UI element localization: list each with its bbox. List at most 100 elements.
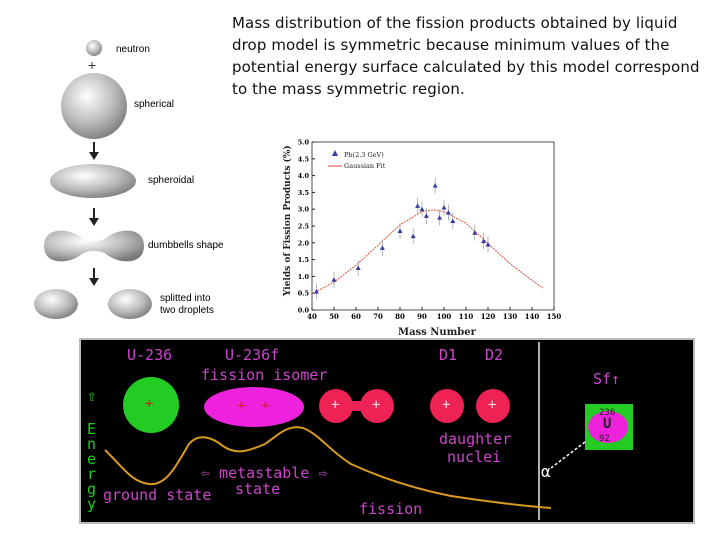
arrow-up-icon: ⇧ [87,386,97,405]
x-tick-label: 50 [329,312,339,321]
data-point [415,203,421,208]
y-tick-label: 0.5 [298,290,310,298]
uranium-symbol: U [603,416,612,432]
y-tick-label: 3.0 [298,206,310,214]
u236f-nucleus [204,387,304,427]
y-tick-label: 4.5 [298,155,310,163]
fission-yield-chart: 40 50 60 70 80 90 100 110 120 130 140 150 0.0 0.5 1.0… [282,139,561,337]
energy-letter: e [87,450,97,468]
dumbbell-right [360,389,394,423]
dumbbell-left [319,389,353,423]
dumbbell-plus-right: + [372,397,381,413]
sf-nucleus [588,411,628,443]
y-tick-labels: 0.0 0.5 1.0 1.5 2.0 2.5 3.0 3.5 4.0 4.5 5.0 [298,139,315,315]
atomic-number-label: 92 [599,434,610,444]
spheroidal-label: spheroidal [148,175,194,186]
droplet-right [108,289,152,319]
x-tick-labels: 40 50 60 70 80 90 100 110 120 130 140 150 [307,307,561,321]
data-point [432,183,438,188]
dumbbell-neck [343,401,369,411]
alpha-label: α [541,462,551,481]
daughter-label: daughter [439,430,512,448]
sf-label: Sf↑ [593,370,621,388]
neutron-sphere [86,40,102,56]
plot-frame [311,141,555,311]
liquid-drop-stages: neutron + spherical spheroidal dumbbells… [34,40,224,319]
data-point [437,215,443,220]
spheroidal-drop [50,164,136,198]
data-point [445,210,451,215]
x-tick-label: 140 [525,312,540,321]
data-point [313,289,319,294]
gaussian-fit-polyline [311,209,544,295]
y-tick-label: 1.0 [298,273,310,281]
d1-plus: + [442,397,451,413]
data-point [423,213,429,218]
alpha-arrow [550,441,586,469]
x-tick-label: 130 [503,312,518,321]
panel-graphics [104,342,633,520]
data-point [472,230,478,235]
data-point [450,218,456,223]
x-tick-label: 40 [307,312,317,321]
caption-text: Mass distribution of the fission product… [232,14,700,98]
y-tick-label: 2.0 [298,239,310,247]
d1-label: D1 [439,346,458,364]
data-point [331,277,337,282]
energy-letter: r [87,465,97,483]
energy-letter: g [87,480,97,498]
y-axis-label: Yields of Fission Products (%) [282,145,293,297]
x-tick-label: 90 [417,312,427,321]
u236-label: U-236 [127,346,173,364]
ground-state-label: ground state [103,486,212,504]
energy-letter: E [87,420,97,438]
x-tick-label: 150 [547,312,562,321]
droplet-left [34,289,78,319]
y-tick-label: 0.0 [298,307,310,315]
y-tick-label: 5.0 [298,139,310,147]
u236f-label: U-236f [225,346,280,364]
dumbbell-plus-left: + [331,397,340,413]
spherical-label: spherical [134,99,174,110]
fission-isomer-label: fission isomer [201,366,328,384]
u236f-plus-left: + [237,398,246,414]
data-point [441,205,447,210]
y-tick-label: 2.5 [298,223,310,231]
spherical-drop [61,73,127,139]
d2-label: D2 [485,346,504,364]
legend-marker-triangle [332,150,338,156]
x-axis-label: Mass Number [398,327,477,336]
splitted-label-1: splitted into [160,293,211,304]
dumbbell-drop [44,230,144,262]
u236-nucleus [123,377,179,433]
data-point [419,206,425,212]
data-point [397,228,403,234]
u236-plus: + [145,396,154,412]
x-tick-label: 60 [351,312,361,321]
x-tick-label: 120 [481,312,496,321]
nuclei-label: nuclei [447,448,502,466]
x-tick-label: 100 [437,312,452,321]
fission-animation-panel: U-236 U-236f fission isomer D1 D2 + + + … [79,338,695,524]
u236f-plus-right: + [261,398,270,414]
data-point [355,265,361,270]
x-tick-label: 80 [395,312,405,321]
legend-series-2: Gaussian Fit [344,162,386,170]
neutron-label: neutron [116,44,150,55]
energy-letter: y [87,495,97,513]
dumbbells-label: dumbbells shape [148,240,224,251]
d1-nucleus [430,389,464,423]
metastable-label: ⇦ metastable ⇨ [201,464,328,482]
data-point [379,245,385,250]
gaussian-fit-line [311,209,544,295]
y-tick-label: 1.5 [298,256,310,264]
energy-letter: n [87,435,97,453]
y-tick-label: 3.5 [298,189,310,197]
data-point [485,241,491,247]
splitted-label-2: two droplets [160,305,214,316]
legend-series-1: Pb(2.3 GeV) [344,151,384,159]
y-tick-label: 4.0 [298,172,310,180]
data-point [481,238,487,244]
plus-sign: + [88,57,96,73]
data-point [410,233,416,239]
